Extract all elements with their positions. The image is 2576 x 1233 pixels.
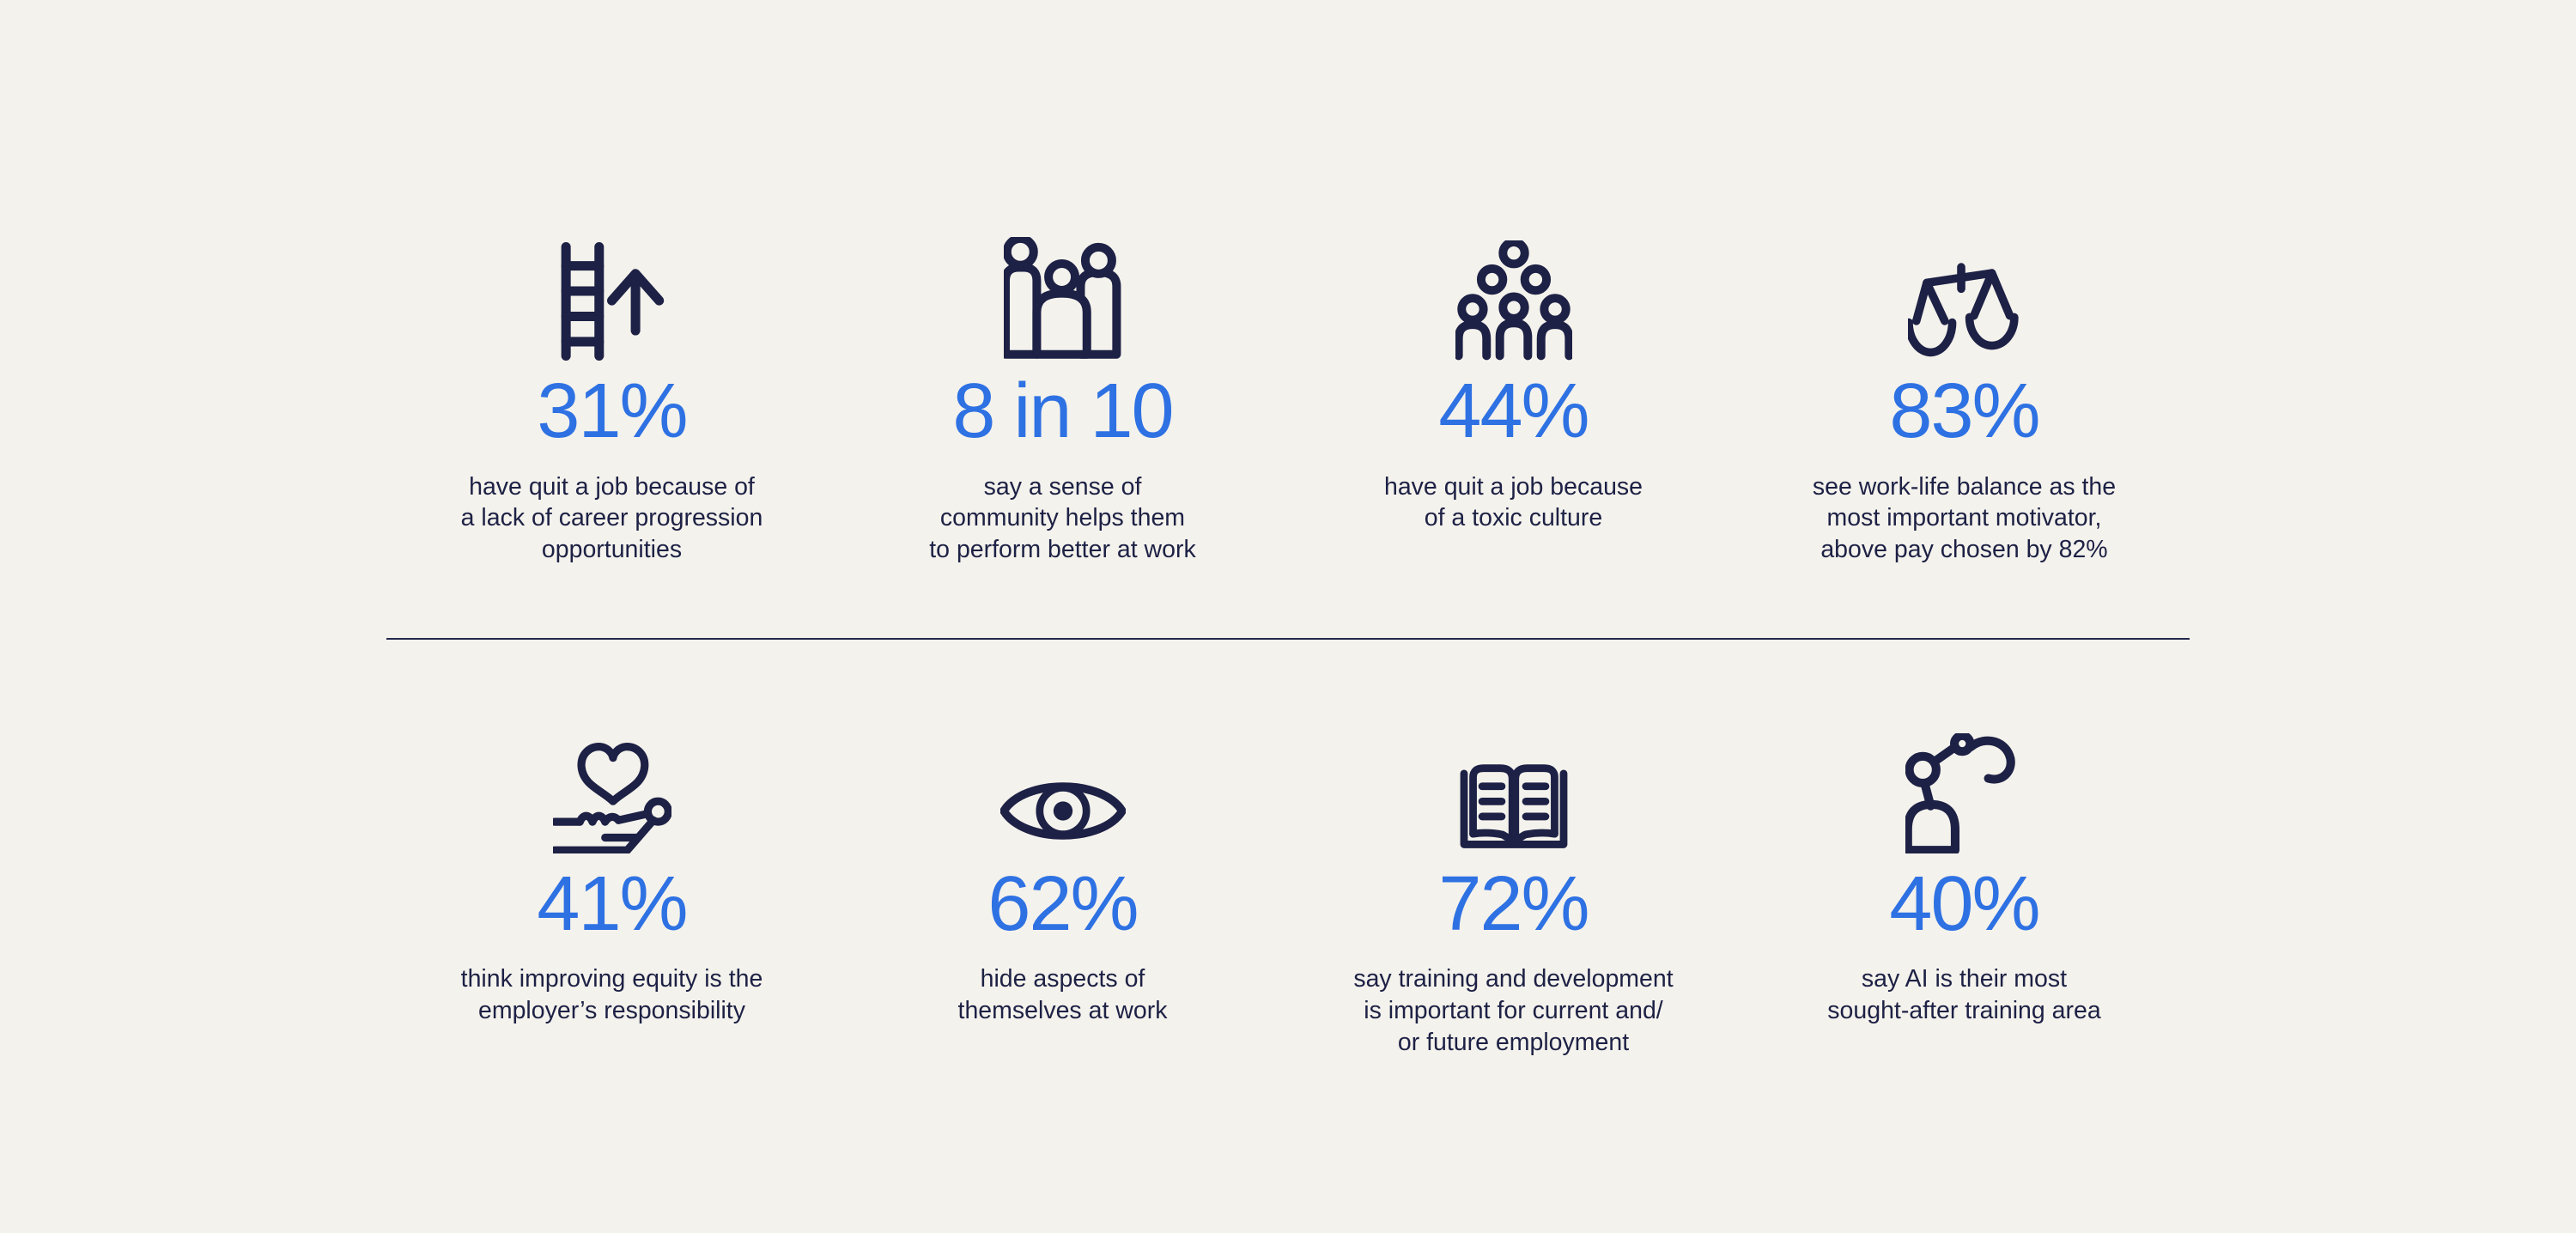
stat-card-ai-training: 40% say AI is their most sought-after tr…: [1739, 725, 2190, 1059]
stat-caption: say training and development is importan…: [1353, 965, 1674, 1056]
stat-card-community: 8 in 10 say a sense of community helps t…: [837, 232, 1288, 566]
stats-row-bottom: 41% think improving equity is the employ…: [386, 725, 2190, 1059]
stat-caption: have quit a job because of a toxic cultu…: [1383, 472, 1643, 532]
stat-caption: say AI is their most sought-after traini…: [1827, 965, 2101, 1024]
stat-card-work-life-balance: 83% see work-life balance as the most im…: [1739, 232, 2190, 566]
stats-row-top: 31% have quit a job because of a lack of…: [386, 232, 2190, 566]
stat-value: 72%: [1438, 860, 1589, 947]
stat-card-equity: 41% think improving equity is the employ…: [386, 725, 837, 1059]
stat-caption: think improving equity is the employer’s…: [460, 965, 763, 1024]
stat-caption: see work-life balance as the most import…: [1812, 472, 2117, 564]
stat-value: 44%: [1438, 368, 1589, 454]
stat-caption: have quit a job because of a lack of car…: [460, 472, 763, 564]
career-ladder-up-icon: [556, 232, 667, 361]
infographic-board: 31% have quit a job because of a lack of…: [386, 0, 2190, 1059]
balance-scales-icon: [1908, 232, 2020, 361]
robot-arm-icon: [1905, 725, 2024, 853]
eye-icon: [999, 725, 1126, 853]
stat-value: 40%: [1889, 860, 2040, 947]
stat-card-authenticity: 62% hide aspects of themselves at work: [837, 725, 1288, 1059]
stat-value: 83%: [1889, 368, 2040, 454]
crowd-of-people-icon: [1455, 232, 1572, 361]
heart-in-hand-icon: [552, 725, 671, 853]
community-group-icon: [1004, 232, 1121, 361]
stat-value: 62%: [987, 860, 1139, 947]
stat-card-career-progression: 31% have quit a job because of a lack of…: [386, 232, 837, 566]
stat-caption: say a sense of community helps them to p…: [929, 472, 1196, 564]
open-book-icon: [1457, 725, 1571, 853]
stat-card-toxic-culture: 44% have quit a job because of a toxic c…: [1288, 232, 1739, 566]
stat-caption: hide aspects of themselves at work: [957, 965, 1168, 1024]
stat-value: 31%: [537, 368, 688, 454]
stat-value: 8 in 10: [952, 368, 1174, 454]
stat-value: 41%: [537, 860, 688, 947]
row-divider: [386, 637, 2190, 640]
stat-card-training: 72% say training and development is impo…: [1288, 725, 1739, 1059]
